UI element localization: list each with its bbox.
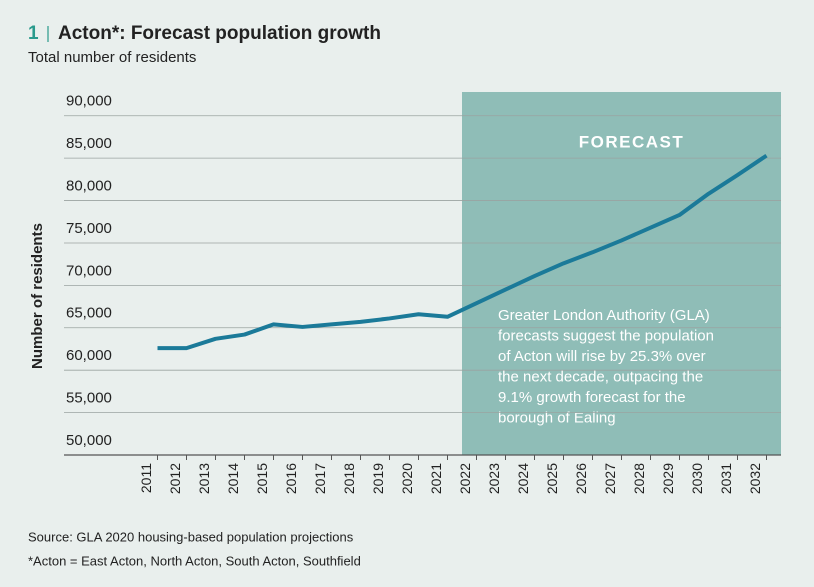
x-tick-label: 2025	[544, 463, 560, 494]
forecast-region	[462, 92, 781, 455]
x-tick-label: 2014	[225, 463, 241, 494]
x-tick-label: 2020	[399, 463, 415, 494]
y-tick-label: 80,000	[66, 178, 112, 195]
y-tick-label: 55,000	[66, 390, 112, 407]
y-tick-label: 90,000	[66, 93, 112, 110]
forecast-label: FORECAST	[579, 132, 685, 151]
y-tick-label: 75,000	[66, 220, 112, 237]
annotation: the next decade, outpacing the	[498, 368, 703, 385]
source: Source: GLA 2020 housing-based populatio…	[28, 529, 354, 544]
y-tick-label: 65,000	[66, 305, 112, 322]
x-tick-label: 2023	[486, 463, 502, 494]
x-tick-label: 2012	[167, 463, 183, 494]
y-axis-label: Number of residents	[29, 223, 46, 369]
x-tick-label: 2016	[283, 463, 299, 494]
x-tick-label: 2019	[370, 463, 386, 494]
x-tick-label: 2029	[660, 463, 676, 494]
x-tick-label: 2032	[747, 463, 763, 494]
x-tick-label: 2017	[312, 463, 328, 494]
chart-title: Acton*: Forecast population growth	[58, 23, 381, 44]
x-tick-label: 2030	[689, 463, 705, 494]
subtitle: Total number of residents	[28, 49, 196, 66]
x-tick-label: 2027	[602, 463, 618, 494]
annotation: 9.1% growth forecast for the	[498, 389, 686, 406]
data-line	[157, 153, 768, 351]
x-tick-label: 2013	[196, 463, 212, 494]
annotation: of Acton will rise by 25.3% over	[498, 348, 706, 365]
x-tick-label: 2018	[341, 463, 357, 494]
annotation: forecasts suggest the population	[498, 327, 714, 344]
y-tick-label: 60,000	[66, 347, 112, 364]
x-tick-label: 2021	[428, 463, 444, 494]
x-tick-label: 2015	[254, 463, 270, 494]
y-tick-label: 85,000	[66, 135, 112, 152]
annotation: borough of Ealing	[498, 409, 616, 426]
x-tick-label: 2024	[515, 463, 531, 494]
annotation: Greater London Authority (GLA)	[498, 307, 710, 324]
x-tick-label: 2026	[573, 463, 589, 494]
x-tick-label: 2031	[718, 463, 734, 494]
x-tick-label: 2011	[138, 463, 154, 493]
footnote: *Acton = East Acton, North Acton, South …	[28, 553, 361, 568]
y-tick-label: 50,000	[66, 432, 112, 449]
x-tick-label: 2022	[457, 463, 473, 494]
title-number: 1	[28, 23, 39, 44]
x-tick-label: 2028	[631, 463, 647, 494]
y-tick-label: 70,000	[66, 262, 112, 279]
